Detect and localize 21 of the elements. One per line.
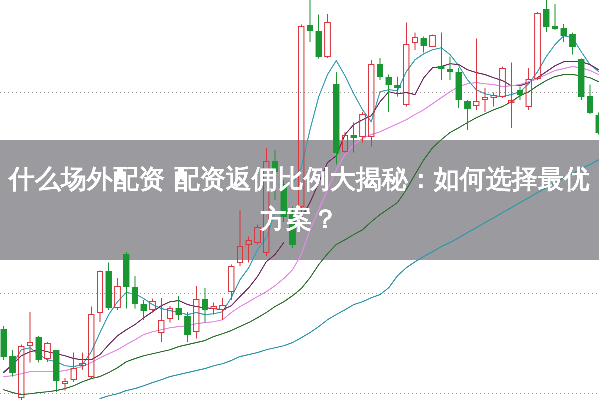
candlestick bbox=[368, 60, 375, 148]
candlestick bbox=[202, 288, 208, 324]
candlestick bbox=[333, 72, 340, 166]
candlestick bbox=[27, 312, 34, 364]
candlestick bbox=[158, 298, 165, 342]
candlestick bbox=[560, 24, 568, 42]
candlestick bbox=[482, 88, 488, 112]
candlestick bbox=[193, 286, 200, 340]
candlestick bbox=[220, 298, 226, 320]
candlestick bbox=[508, 62, 515, 128]
candlestick bbox=[123, 252, 130, 310]
candlestick bbox=[447, 56, 454, 80]
candlestick bbox=[307, 0, 314, 42]
candlestick bbox=[438, 32, 445, 80]
candlestick bbox=[350, 122, 358, 154]
candlestick bbox=[184, 312, 191, 342]
candlestick bbox=[132, 276, 138, 310]
candlestick bbox=[360, 112, 366, 144]
candlestick bbox=[140, 300, 148, 320]
candlestick bbox=[394, 76, 401, 98]
candlestick bbox=[456, 68, 462, 108]
